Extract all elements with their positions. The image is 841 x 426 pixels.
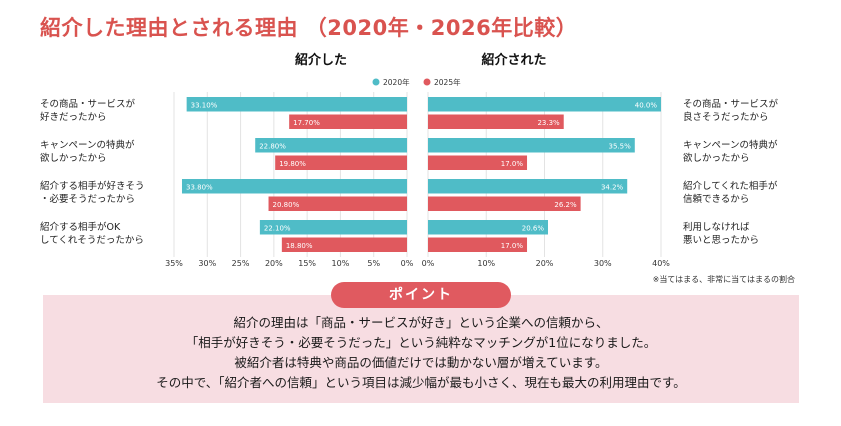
- legend-swatch-2020: [372, 78, 380, 86]
- left-category-label: 好きだったから: [40, 111, 107, 123]
- right-heading: 紹介された: [481, 52, 546, 68]
- left-bar-2025: [289, 114, 407, 129]
- point-line-1: 紹介の理由は「商品・サービスが好き」という企業への信頼から、: [233, 315, 609, 330]
- right-tick-label: 30%: [594, 259, 612, 268]
- right-bar-2020: [428, 97, 661, 112]
- comparison-chart: 35% 30% 25% 20% 15% 10% 5% 0% 33.10% 22.80% 33.80%…: [40, 52, 779, 268]
- left-category-label: 紹介する相手が好きそう: [40, 180, 145, 192]
- right-data-label: 40.0%: [635, 101, 658, 109]
- left-category-label: キャンペーンの特典が: [40, 139, 135, 151]
- left-bar-2025: [275, 155, 407, 170]
- left-data-label: 20.80%: [273, 201, 300, 209]
- right-tick-label: 10%: [477, 259, 495, 268]
- chart-note: ※当てはまる、非常に当てはまるの割合: [652, 275, 795, 284]
- right-data-label: 26.2%: [554, 201, 577, 209]
- right-data-label: 35.5%: [609, 142, 632, 150]
- right-bar-2025: [428, 237, 528, 252]
- right-data-label: 20.6%: [522, 224, 545, 232]
- right-data-label: 17.0%: [501, 160, 524, 168]
- left-bar-2020: [186, 97, 407, 112]
- point-line-2: 「相手が好きそう・必要そうだった」という純粋なマッチングが1位になりました。: [185, 335, 657, 350]
- right-bar-2020: [428, 220, 548, 235]
- left-tick-label: 30%: [198, 259, 216, 268]
- right-category-label: 信頼できるから: [683, 193, 749, 205]
- left-category-label: 欲しかったから: [40, 152, 107, 164]
- point-label: ポイント: [331, 282, 511, 308]
- left-tick-label: 35%: [165, 259, 183, 268]
- left-tick-label: 20%: [265, 259, 283, 268]
- legend-swatch-2025: [423, 78, 431, 86]
- left-data-label: 33.10%: [191, 101, 218, 109]
- left-data-label: 18.80%: [286, 242, 313, 250]
- left-tick-label: 15%: [298, 259, 316, 268]
- left-category-label: 紹介する相手がOK: [40, 221, 121, 233]
- left-tick-label: 5%: [367, 259, 380, 268]
- right-bar-2025: [428, 114, 564, 129]
- right-bar-2020: [428, 138, 635, 153]
- left-data-label: 19.80%: [279, 160, 306, 168]
- right-tick-label: 0%: [422, 259, 435, 268]
- point-line-3: 被紹介者は特典や商品の価値だけでは動かない層が増えています。: [234, 355, 608, 370]
- point-line-4: その中で、「紹介者への信頼」という項目は減少幅が最も小さく、現在も最大の利用理由…: [156, 375, 686, 390]
- left-tick-label: 0%: [401, 259, 414, 268]
- right-category-label: 良さそうだったから: [683, 111, 769, 123]
- point-text: 紹介の理由は「商品・サービスが好き」という企業への信頼から、 「相手が好きそう・…: [43, 313, 799, 393]
- left-category-label: その商品・サービスが: [40, 98, 136, 110]
- left-bar-2020: [259, 220, 407, 235]
- left-bar-2020: [181, 179, 407, 194]
- left-category-label: ・必要そうだったから: [40, 193, 135, 205]
- legend-label-2025: 2025年: [434, 77, 461, 87]
- right-category-label: 欲しかったから: [683, 152, 750, 164]
- right-bar-2025: [428, 155, 528, 170]
- right-bar-2025: [428, 196, 581, 211]
- right-tick-label: 20%: [536, 259, 554, 268]
- left-bar-2025: [268, 196, 407, 211]
- left-data-label: 22.10%: [264, 224, 291, 232]
- right-data-label: 34.2%: [601, 183, 624, 191]
- left-category-label: してくれそうだったから: [40, 235, 144, 246]
- left-tick-label: 25%: [232, 259, 250, 268]
- right-data-label: 17.0%: [501, 242, 524, 250]
- right-tick-label: 40%: [652, 259, 670, 268]
- legend-label-2020: 2020年: [383, 77, 410, 87]
- left-tick-label: 10%: [332, 259, 350, 268]
- left-data-label: 22.80%: [259, 142, 286, 150]
- right-category-label: 利用しなければ: [683, 221, 750, 233]
- right-bar-2020: [428, 179, 628, 194]
- left-data-label: 33.80%: [186, 183, 213, 191]
- right-category-label: その商品・サービスが: [683, 98, 779, 110]
- point-box: [43, 295, 799, 403]
- right-category-label: キャンペーンの特典が: [683, 139, 778, 151]
- page-title: 紹介した理由とされる理由 （2020年・2026年比較）: [40, 16, 578, 40]
- right-category-label: 紹介してくれた相手が: [683, 180, 778, 192]
- left-bar-2025: [281, 237, 407, 252]
- left-heading: 紹介した: [295, 52, 347, 68]
- right-category-label: 悪いと思ったから: [683, 235, 759, 246]
- right-data-label: 23.3%: [537, 119, 560, 127]
- left-data-label: 17.70%: [293, 119, 320, 127]
- left-bar-2020: [255, 138, 407, 153]
